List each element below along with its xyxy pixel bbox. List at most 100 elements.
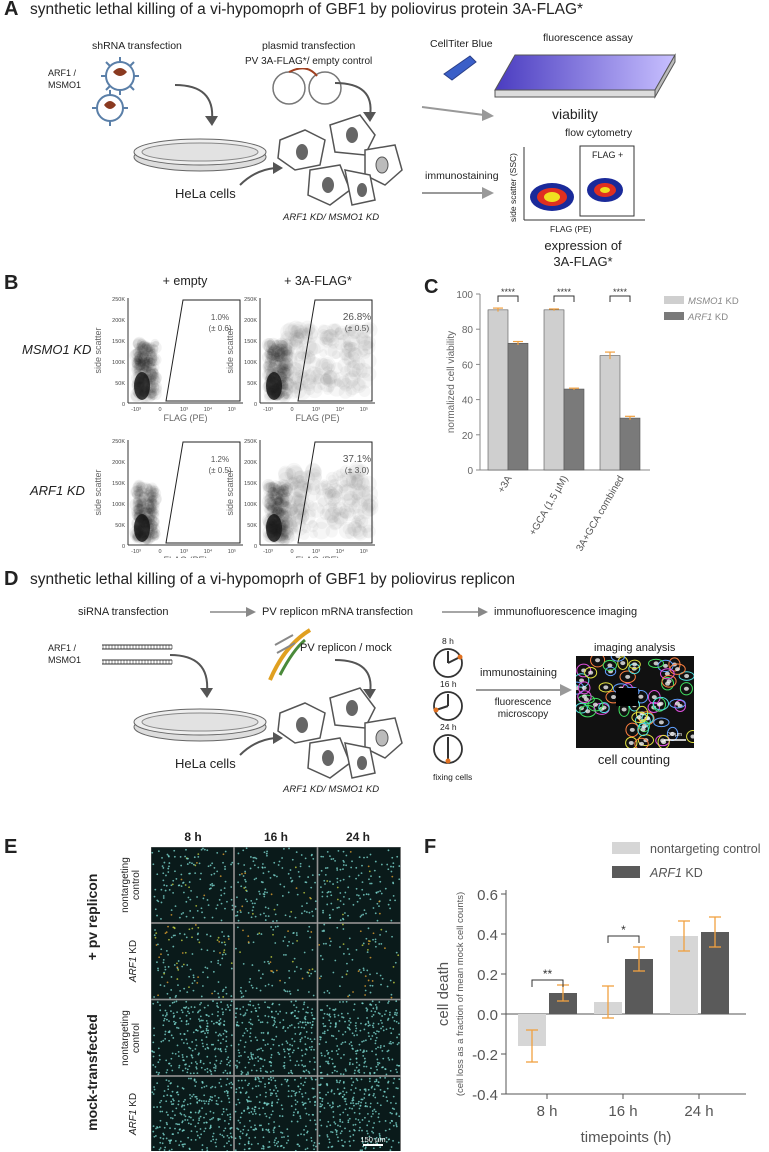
gate-percent: 26.8%	[343, 312, 371, 323]
immuno-label-d: immunostaining	[480, 667, 558, 679]
celltiter-label: CellTiter Blue	[430, 38, 493, 50]
gate-percent: 1.0%	[211, 313, 229, 322]
flow-x-label: FLAG (PE)	[163, 555, 207, 558]
gate-sd: (± 3.0)	[345, 465, 370, 475]
segmented-cell	[657, 659, 674, 672]
micrograph-r3-c2	[234, 999, 318, 1076]
x-tick-label: 10⁴	[336, 406, 345, 413]
segmented-cell	[674, 699, 686, 712]
fixing-label: fixing cells	[433, 772, 473, 782]
group-mock-label: mock-transfected	[84, 1014, 100, 1131]
flow-gate	[297, 441, 373, 544]
f-sig-label: **	[543, 967, 553, 981]
y-tick-label: 200K	[244, 318, 257, 324]
micrograph-r3-c3	[317, 999, 401, 1076]
f-y-tick-label: -0.4	[472, 1087, 498, 1104]
c-y-tick-label: 0	[467, 466, 473, 477]
x-tick-label: 10⁴	[204, 548, 213, 555]
segmented-cell	[576, 673, 590, 688]
fluor-assay-label: fluorescence assay	[543, 32, 633, 44]
msmo1-label-d: MSMO1	[48, 655, 82, 665]
y-tick-label: 150K	[244, 339, 257, 345]
segmented-cell	[576, 663, 592, 678]
x-tick-label: 10⁴	[336, 548, 345, 555]
micrograph-r4-c1	[151, 1076, 234, 1151]
y-tick-label: 150K	[112, 481, 125, 487]
flow-y-label: side scatter	[93, 327, 103, 373]
c-sig-label: ****	[501, 287, 516, 297]
rna-replicon-icon	[268, 628, 312, 681]
f-legend-swatch	[612, 866, 640, 878]
ssc-axis-label: side scatter (SSC)	[508, 153, 518, 222]
gate-percent: 37.1%	[343, 454, 371, 465]
3a-flag-label: 3A-FLAG*	[553, 254, 613, 269]
segmented-cell	[659, 668, 675, 680]
segmented-cell	[577, 690, 592, 703]
segmented-cell	[678, 671, 694, 681]
arf1-label-d: ARF1 /	[48, 643, 77, 653]
plasmid-label: plasmid transfection	[262, 40, 356, 52]
c-legend-swatch	[664, 312, 684, 320]
petri-dish-a	[133, 138, 267, 172]
c-bar-arf1	[507, 342, 529, 471]
row-msmo1-label: MSMO1 KD	[22, 342, 92, 357]
micrograph-r4-c3	[317, 1076, 401, 1151]
y-tick-label: 250K	[112, 439, 125, 445]
x-tick-label: -10³	[263, 549, 273, 555]
segmented-cell	[587, 697, 604, 712]
x-tick-label: 10⁵	[228, 406, 236, 413]
gate-sd: (± 0.5)	[208, 466, 231, 475]
f-y-tick-label: 0.6	[477, 887, 498, 904]
micrograph-r3-c1	[151, 999, 234, 1076]
y-tick-label: 200K	[112, 460, 125, 466]
segmented-cell	[648, 658, 665, 669]
flow-y-label: side scatter	[225, 327, 235, 373]
gate-sd: (± 0.5)	[345, 323, 370, 333]
f-legend-label: nontargeting control	[650, 842, 761, 856]
c-y-tick-label: 80	[462, 325, 474, 336]
f-y-tick-label: -0.2	[472, 1047, 498, 1064]
micrograph-r4-c2	[234, 1076, 318, 1151]
f-sig-label: *	[621, 923, 626, 937]
curved-arrow-d1	[169, 654, 213, 698]
c-sig-label: ****	[613, 287, 628, 297]
f-legend-label: ARF1 KD	[649, 866, 703, 880]
kd-label-d: ARF1 KD/ MSMO1 KD	[283, 784, 380, 795]
y-tick-label: 50K	[247, 523, 257, 529]
e-row-label: nontargeting control	[120, 1009, 142, 1066]
clock-16h-label: 16 h	[440, 679, 457, 689]
y-tick-label: 100K	[244, 360, 257, 366]
cell-counting-label: cell counting	[597, 752, 671, 767]
segmented-cell	[657, 734, 670, 748]
panel-d-letter: D	[4, 568, 19, 590]
y-tick-label: 200K	[112, 318, 125, 324]
pv-label: PV 3A-FLAG*/ empty control	[245, 56, 373, 67]
segmented-cell	[669, 698, 686, 709]
micrograph-r2-c2	[234, 923, 318, 1000]
f-legend-swatch	[612, 842, 640, 854]
transfected-cells-a	[277, 114, 403, 206]
e-row-label: nontargeting control	[120, 856, 142, 913]
imaging-scale-label: 30 µm	[668, 732, 682, 738]
imaging-analysis-label: imaging analysis	[594, 642, 676, 654]
f-sig-bracket	[607, 935, 640, 943]
f-x-tick-label: 16 h	[608, 1103, 637, 1120]
curved-arrow-2	[334, 82, 376, 122]
c-y-tick-label: 20	[462, 431, 474, 442]
step-arrow-2	[442, 607, 488, 617]
c-category-label: +GCA (1.5 µM)	[527, 474, 570, 538]
segmented-cell	[635, 705, 649, 721]
y-tick-label: 100K	[244, 502, 257, 508]
segmented-cell	[602, 659, 618, 671]
pipette-icon	[443, 55, 477, 81]
segmented-cell	[652, 696, 670, 711]
y-tick-label: 0	[122, 544, 125, 550]
flag-plus-label: FLAG +	[592, 150, 624, 160]
flow-gate	[165, 299, 241, 402]
arrow-flow	[422, 187, 494, 199]
panel-b-letter: B	[4, 272, 19, 294]
hela-label-a: HeLa cells	[175, 186, 236, 201]
c-bar-arf1	[563, 388, 585, 471]
flow-gate	[165, 441, 241, 544]
flow-gate	[297, 299, 373, 402]
